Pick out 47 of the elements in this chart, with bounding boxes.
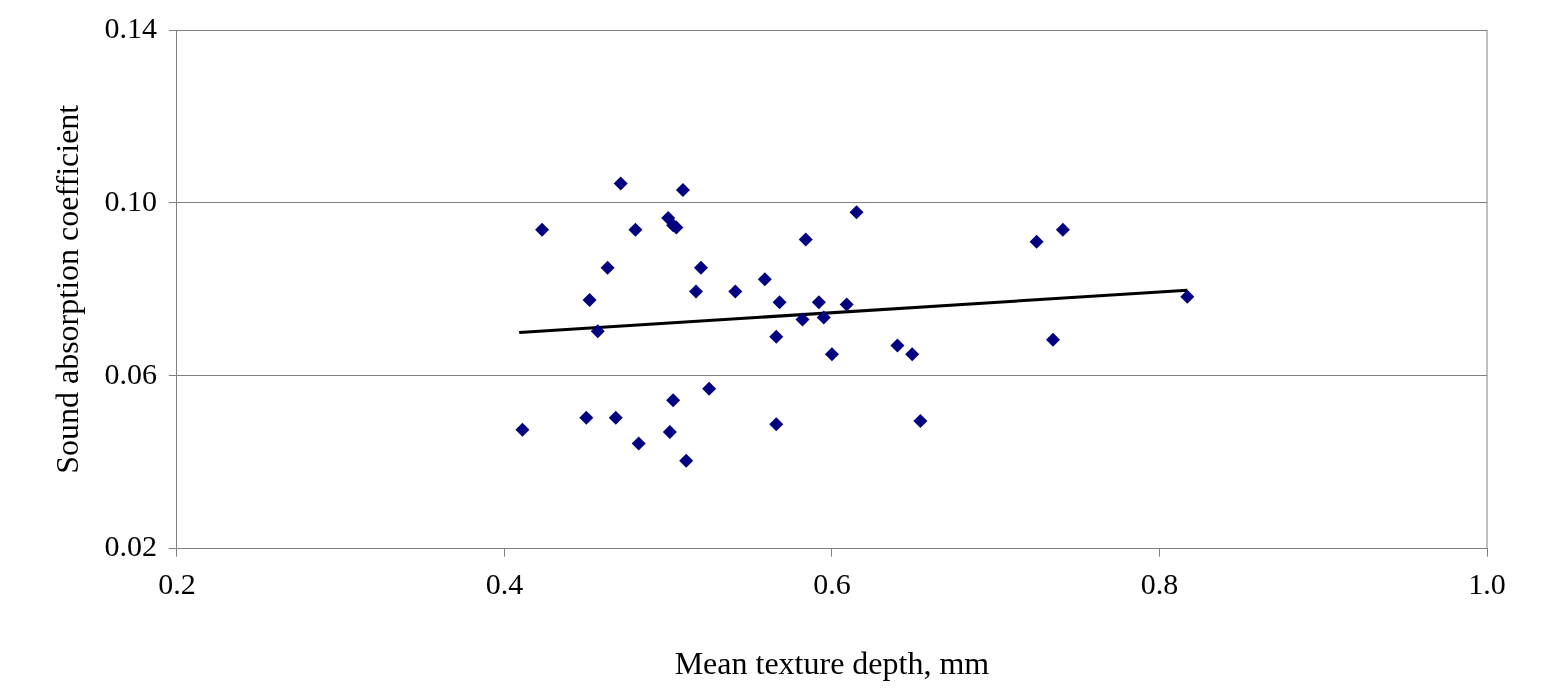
point	[600, 260, 615, 275]
point	[675, 182, 690, 197]
point	[839, 297, 854, 312]
point	[582, 293, 597, 308]
point	[769, 329, 784, 344]
y-tick-label: 0.10	[104, 183, 157, 217]
point	[689, 284, 704, 299]
x-tick-label: 1.0	[1468, 567, 1506, 601]
x-tick-label: 0.8	[1140, 567, 1179, 601]
y-tick-label: 0.02	[104, 529, 157, 563]
point	[816, 310, 831, 325]
y-tick-label: 0.14	[104, 10, 157, 44]
point	[769, 417, 784, 432]
point	[890, 338, 905, 353]
point	[693, 260, 708, 275]
point	[679, 453, 694, 468]
point	[515, 422, 530, 437]
point	[772, 295, 787, 310]
point	[1046, 332, 1061, 347]
point	[702, 381, 717, 396]
point	[905, 347, 920, 362]
point	[631, 436, 646, 451]
point	[590, 324, 605, 339]
point	[666, 393, 681, 408]
point	[613, 176, 628, 191]
point	[579, 410, 594, 425]
point	[628, 222, 643, 237]
point	[849, 205, 864, 220]
point	[662, 424, 677, 439]
x-tick-label: 0.2	[158, 567, 196, 601]
point	[798, 232, 813, 247]
point	[1029, 234, 1044, 249]
point	[913, 414, 928, 429]
point	[824, 347, 839, 362]
x-tick-label: 0.4	[485, 567, 524, 601]
point	[728, 284, 743, 299]
y-axis-title: Sound absorption coefficient	[48, 104, 85, 474]
y-tick-label: 0.06	[104, 356, 157, 390]
x-axis-title: Mean texture depth, mm	[674, 645, 990, 682]
point	[1180, 289, 1195, 304]
point	[811, 295, 826, 310]
point	[795, 312, 810, 327]
point	[608, 410, 623, 425]
point	[1055, 222, 1070, 237]
point	[535, 222, 550, 237]
point	[757, 272, 772, 287]
x-tick-label: 0.6	[813, 567, 851, 601]
